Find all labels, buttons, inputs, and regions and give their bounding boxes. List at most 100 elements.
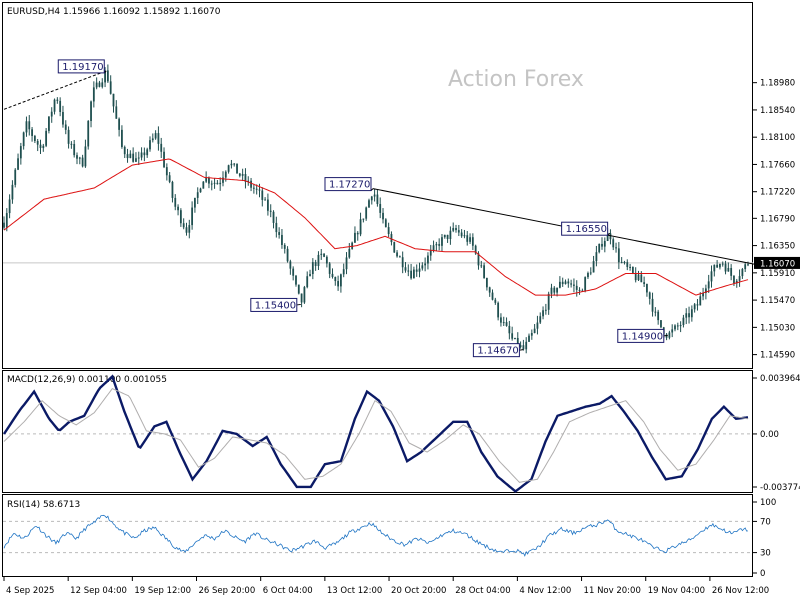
candle-body [129,153,132,159]
candle-body [174,197,177,207]
candle-body [137,157,140,159]
candle-body [634,272,637,281]
candle-body [87,121,90,147]
candle-body [443,234,446,238]
candle-body [615,247,617,249]
price-axis-label: 1.16790 [760,214,795,224]
candle-body [22,132,25,147]
candle-body [578,289,581,291]
price-axis-label: 1.17660 [760,160,795,170]
callout-box [561,221,609,236]
candle-body [50,111,53,117]
callout-connector [519,349,524,351]
price-callout: 1.19170 [57,59,107,74]
candle-body [140,152,143,158]
candle-body [334,276,337,282]
candle-body [530,333,533,336]
candle-body [64,124,67,130]
candle-body [70,143,73,145]
price-axis-label: 1.16350 [760,242,795,252]
candle-body [118,118,121,130]
candle-body [373,194,376,197]
candle-body [297,284,300,294]
candle-body [671,329,674,333]
rsi-pane-title: RSI(14) 58.6713 [7,500,80,510]
candle-body [135,158,137,162]
candle-body [410,270,412,279]
candle-body [95,82,98,88]
candle-body [208,177,210,184]
time-axis-label: 4 Nov 12:00 [519,586,571,596]
candle-body [351,242,354,249]
candle-body [747,264,749,266]
candle-body [587,273,589,278]
candle-body [62,111,64,125]
candle-body [177,206,179,211]
candle-body [199,188,202,193]
candle-body [413,269,415,279]
candle-body [735,280,738,284]
time-axis-label: 28 Oct 04:00 [455,586,510,596]
candle-body [314,262,317,266]
candle-body [295,275,297,285]
candle-body [272,211,275,223]
callout-label: 1.14900 [622,331,663,342]
candle-body [196,192,199,198]
candle-body [311,262,314,275]
candle-body [685,313,688,318]
price-callout: 1.15400 [250,297,301,312]
candle-body [224,171,227,178]
macd-axis-label: -0.003774 [760,483,800,493]
candle-body [511,333,514,339]
candle-body [331,273,334,277]
candle-body [3,222,5,228]
candle-body [631,267,634,273]
candle-body [81,157,84,167]
candle-body [328,263,331,274]
candle-body [222,177,224,183]
candle-body [525,341,528,350]
candle-body [151,138,154,141]
candle-body [104,70,106,83]
candle-body [396,252,398,257]
macd-axis-label: 0.003964 [760,374,800,384]
candle-body [480,265,483,267]
candle-body [421,265,424,269]
candle-body [261,190,264,200]
candle-body [348,248,351,258]
candle-body [275,222,278,233]
candle-body [398,256,401,258]
candle-body [449,230,452,240]
candle-body [78,157,81,159]
candle-body [53,99,56,112]
candle-body [693,304,696,310]
candle-body [342,269,345,275]
candle-body [699,296,702,306]
callout-box [324,177,372,192]
time-axis-label: 11 Nov 20:00 [584,586,641,596]
candle-body [45,130,48,146]
candle-body [160,143,163,152]
candle-body [438,244,441,246]
candle-body [387,227,390,235]
candle-body [188,225,191,233]
candle-body [463,235,466,237]
candle-body [11,184,14,200]
candle-body [592,261,595,273]
candle-body [575,285,578,290]
candle-body [393,242,396,253]
candle-body [25,121,28,133]
candle-body [362,218,365,220]
candle-body [73,143,76,156]
candle-body [376,194,379,205]
candle-body [466,235,469,242]
candle-body [707,281,710,289]
candle-body [741,269,744,277]
candle-body [317,254,320,266]
candle-body [345,257,348,270]
rsi-axis-label: 100 [760,498,776,508]
candle-body [39,144,42,149]
candle-body [429,250,432,256]
candle-body [281,234,283,245]
candle-body [738,276,741,281]
